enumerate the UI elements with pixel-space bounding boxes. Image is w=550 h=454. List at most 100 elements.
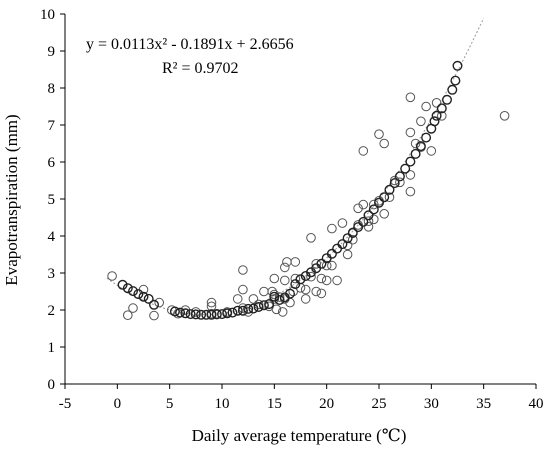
y-tick-label: 7 [48,118,56,134]
fitted-point [347,227,358,238]
trendline-equation: y = 0.0113x² - 0.1891x + 2.6656 [86,36,294,53]
observed-point [395,177,405,188]
observed-point [280,262,290,273]
fitted-point [138,291,149,302]
fitted-point [374,197,385,208]
fitted-point [337,239,348,250]
observed-point [410,138,421,149]
observed-point [269,273,280,284]
observed-point [421,101,431,112]
fitted-point [216,309,227,320]
fitted-point [127,286,138,297]
observed-point [405,186,416,197]
observed-point [300,284,311,295]
fitted-point [264,299,275,310]
observed-point [379,138,390,149]
fitted-point [405,156,416,167]
fitted-point [211,309,222,320]
observed-point [311,259,322,269]
fitted-point [421,132,432,143]
fitted-point [148,299,159,310]
fitted-point [394,171,405,182]
fitted-point [258,300,269,311]
x-tick-label: 15 [267,396,282,412]
observed-point [277,307,288,317]
observed-point [431,98,442,108]
fitted-point [196,309,207,320]
observed-point [363,216,374,226]
observed-point [321,260,332,271]
fitted-point [415,141,426,152]
observed-point [321,275,332,286]
observed-point [243,307,253,317]
observed-point [358,199,369,210]
observed-point [290,257,301,267]
observed-point [405,170,416,180]
observed-point [206,297,217,308]
observed-point [337,218,348,228]
observed-point [348,234,358,245]
observed-point [499,111,510,121]
observed-point [358,146,369,156]
fitted-point [436,103,447,114]
observed-point [353,203,363,214]
x-tick-label: 10 [215,396,230,412]
observed-point [238,284,248,295]
y-tick-label: 1 [48,340,56,356]
x-tick-label: 0 [114,396,122,412]
fitted-point [431,110,442,121]
fitted-point [379,192,390,203]
y-tick-label: 2 [48,303,56,319]
fitted-point [122,283,133,294]
data-points [107,60,510,321]
observed-point [267,286,278,297]
observed-point [238,265,248,275]
observed-point [316,288,327,299]
observed-point [306,233,316,243]
y-tick-label: 0 [48,377,56,393]
fitted-point [400,163,411,174]
fitted-point [447,84,458,95]
observed-point [316,273,327,284]
r-squared-label: R² = 0.9702 [162,60,239,77]
fitted-point [237,305,248,316]
observed-point [311,286,322,297]
x-axis-label: Daily average temperature (℃) [192,426,407,445]
fitted-point [384,184,395,195]
y-tick-label: 9 [48,44,56,60]
observed-point [327,223,337,234]
y-tick-label: 4 [48,229,56,245]
observed-point [342,240,353,251]
fitted-point [269,291,280,302]
fitted-point [285,288,296,299]
fitted-point [201,309,212,320]
fitted-point [389,178,400,189]
fitted-point [316,258,327,269]
y-tick-label: 3 [48,266,56,282]
fitted-point [117,279,128,290]
observed-point [416,116,426,127]
fitted-point [227,307,238,318]
y-tick-label: 5 [48,192,56,208]
observed-point [274,292,285,302]
fitted-point [274,295,285,306]
observed-point [374,129,384,139]
x-tick-label: 5 [166,396,174,412]
x-tick-label: 40 [529,396,544,412]
fitted-point [248,303,259,314]
observed-point [149,310,159,321]
observed-point [379,209,390,219]
observed-point [384,192,395,202]
observed-point [327,260,337,271]
x-tick-label: 20 [319,396,334,412]
y-tick-label: 10 [40,7,55,23]
x-tick-label: -5 [59,396,72,412]
observed-point [107,271,117,281]
observed-point [128,303,138,313]
observed-point [248,294,259,304]
fitted-point [133,289,144,300]
fitted-point [358,216,369,227]
